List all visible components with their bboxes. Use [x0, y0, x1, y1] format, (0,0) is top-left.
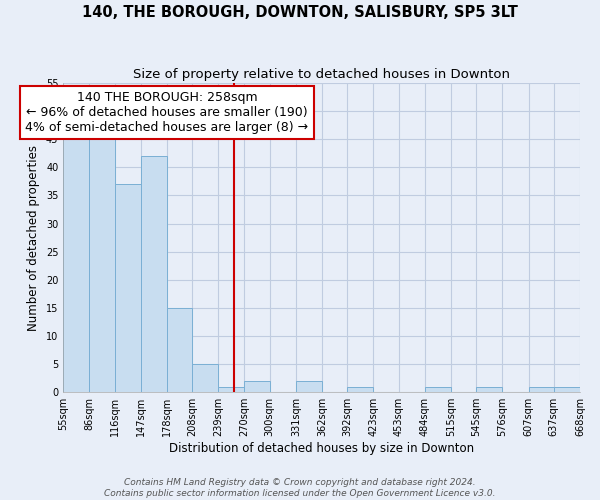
Text: 140 THE BOROUGH: 258sqm
← 96% of detached houses are smaller (190)
4% of semi-de: 140 THE BOROUGH: 258sqm ← 96% of detache… — [25, 92, 308, 134]
Bar — [425, 386, 451, 392]
Bar — [141, 156, 167, 392]
Bar — [529, 386, 554, 392]
X-axis label: Distribution of detached houses by size in Downton: Distribution of detached houses by size … — [169, 442, 474, 455]
Bar — [192, 364, 218, 392]
Text: 140, THE BOROUGH, DOWNTON, SALISBURY, SP5 3LT: 140, THE BOROUGH, DOWNTON, SALISBURY, SP… — [82, 5, 518, 20]
Bar — [218, 386, 244, 392]
Bar — [347, 386, 373, 392]
Bar — [167, 308, 192, 392]
Title: Size of property relative to detached houses in Downton: Size of property relative to detached ho… — [133, 68, 510, 80]
Bar — [89, 134, 115, 392]
Y-axis label: Number of detached properties: Number of detached properties — [28, 144, 40, 330]
Bar — [476, 386, 502, 392]
Text: Contains HM Land Registry data © Crown copyright and database right 2024.
Contai: Contains HM Land Registry data © Crown c… — [104, 478, 496, 498]
Bar — [554, 386, 580, 392]
Bar — [296, 381, 322, 392]
Bar — [63, 140, 89, 392]
Bar — [115, 184, 141, 392]
Bar — [244, 381, 270, 392]
